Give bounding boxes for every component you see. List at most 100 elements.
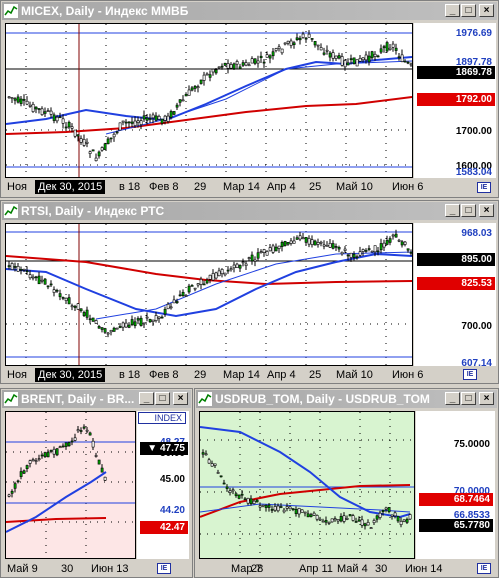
brent-candles: [6, 412, 135, 558]
candle-body: [166, 115, 170, 122]
micex-price-label: 1976.69: [455, 28, 492, 39]
maximize-button[interactable]: □: [461, 204, 476, 217]
candle-body: [40, 454, 44, 457]
candle-body: [372, 520, 376, 524]
candle-body: [225, 486, 229, 489]
minimize-button[interactable]: _: [445, 204, 460, 217]
micex-plot-area[interactable]: [5, 23, 413, 178]
candle-body: [250, 254, 254, 262]
brent-title-bar[interactable]: BRENT, Daily - BR... _ □ ×: [2, 390, 191, 408]
micex-chart-window[interactable]: MICEX, Daily - Индекс ММВБ _ □ × Дек 30,…: [0, 0, 499, 198]
brent-plot-area[interactable]: [5, 411, 136, 559]
candle-body: [226, 269, 230, 272]
candle-body: [211, 273, 215, 281]
candle-body: [55, 289, 59, 292]
candle-body: [130, 121, 134, 124]
close-button[interactable]: ×: [479, 204, 494, 217]
close-button[interactable]: ×: [479, 392, 494, 405]
micex-price-label: 1583.04: [455, 167, 492, 178]
minimize-button[interactable]: _: [139, 392, 154, 405]
usdrub-title-bar[interactable]: USDRUB_TOM, Daily - USDRUB_TOM _ □ ×: [196, 390, 497, 408]
candle-body: [342, 515, 346, 522]
candle-body: [58, 293, 62, 298]
candle-body: [346, 62, 350, 66]
candle-body: [241, 261, 245, 264]
candle-body: [139, 120, 143, 125]
close-button[interactable]: ×: [479, 4, 494, 17]
usdrub-chart-window[interactable]: USDRUB_TOM, Daily - USDRUB_TOM _ □ × IE …: [194, 388, 499, 578]
maximize-button[interactable]: □: [155, 392, 170, 405]
maximize-button[interactable]: □: [461, 4, 476, 17]
candle-body: [178, 99, 182, 103]
candle-body: [313, 41, 317, 46]
candle-body: [253, 259, 257, 262]
candle-body: [28, 460, 32, 464]
candle-body: [205, 73, 209, 76]
candle-body: [151, 114, 155, 119]
candle-body: [190, 87, 194, 91]
minimize-button[interactable]: _: [445, 392, 460, 405]
brent-price-axis: [137, 411, 189, 559]
brent-date-label: Июн 13: [91, 563, 129, 575]
candle-body: [67, 121, 71, 128]
candle-body: [340, 251, 344, 255]
candle-body: [49, 450, 53, 452]
candle-body: [243, 498, 247, 501]
candle-body: [25, 270, 29, 273]
candle-body: [196, 283, 200, 286]
candle-body: [34, 460, 38, 462]
brent-chart-window[interactable]: BRENT, Daily - BR... _ □ × INDEX IE 50.0…: [0, 388, 193, 578]
candle-body: [211, 68, 215, 73]
close-button[interactable]: ×: [173, 392, 188, 405]
candle-body: [298, 37, 302, 41]
candle-body: [130, 319, 134, 325]
usdrub-date-label: Апр 11: [299, 563, 333, 575]
brent-price-label: 42.47: [140, 521, 188, 534]
candle-body: [133, 120, 137, 126]
micex-scale-icon[interactable]: IE: [477, 182, 491, 193]
candle-body: [46, 451, 50, 458]
candle-body: [304, 37, 308, 40]
candle-body: [322, 244, 326, 247]
candle-body: [169, 111, 173, 118]
candle-body: [373, 245, 377, 253]
candle-body: [166, 303, 170, 310]
candle-body: [184, 295, 188, 297]
candle-body: [7, 494, 11, 497]
usdrub-scale-icon[interactable]: IE: [477, 563, 491, 574]
rtsi-scale-icon[interactable]: IE: [463, 369, 477, 380]
rtsi-date-label: Ноя: [7, 369, 28, 381]
candle-body: [70, 440, 74, 443]
micex-price-label: 1600.00: [455, 161, 492, 172]
rtsi-title-bar[interactable]: RTSI, Daily - Индекс РТС _ □ ×: [2, 202, 497, 220]
rtsi-chart-window[interactable]: RTSI, Daily - Индекс РТС _ □ × Дек 30, 2…: [0, 200, 499, 384]
maximize-button[interactable]: □: [461, 392, 476, 405]
candle-body: [357, 519, 361, 522]
candle-body: [307, 33, 311, 38]
candle-body: [403, 60, 407, 63]
candle-body: [309, 514, 313, 517]
candle-body: [333, 518, 337, 521]
candle-body: [43, 278, 47, 285]
candle-body: [82, 426, 86, 429]
micex-title-bar[interactable]: MICEX, Daily - Индекс ММВБ _ □ ×: [2, 2, 497, 20]
candle-body: [379, 48, 383, 53]
candle-body: [193, 85, 197, 89]
candle-body: [232, 63, 236, 69]
candle-body: [339, 516, 343, 522]
candle-body: [22, 99, 26, 101]
candle-body: [369, 527, 373, 529]
candle-body: [358, 251, 362, 256]
candle-body: [85, 141, 89, 144]
minimize-button[interactable]: _: [445, 4, 460, 17]
brent-scale-icon[interactable]: IE: [157, 563, 171, 574]
candle-body: [52, 448, 56, 455]
candle-body: [343, 248, 347, 251]
candle-body: [382, 46, 386, 49]
candle-body: [13, 483, 17, 489]
candle-body: [409, 252, 412, 254]
candle-body: [291, 508, 295, 510]
candle-body: [265, 251, 269, 256]
micex-date-label: 29: [194, 181, 207, 193]
candle-body: [208, 74, 212, 78]
